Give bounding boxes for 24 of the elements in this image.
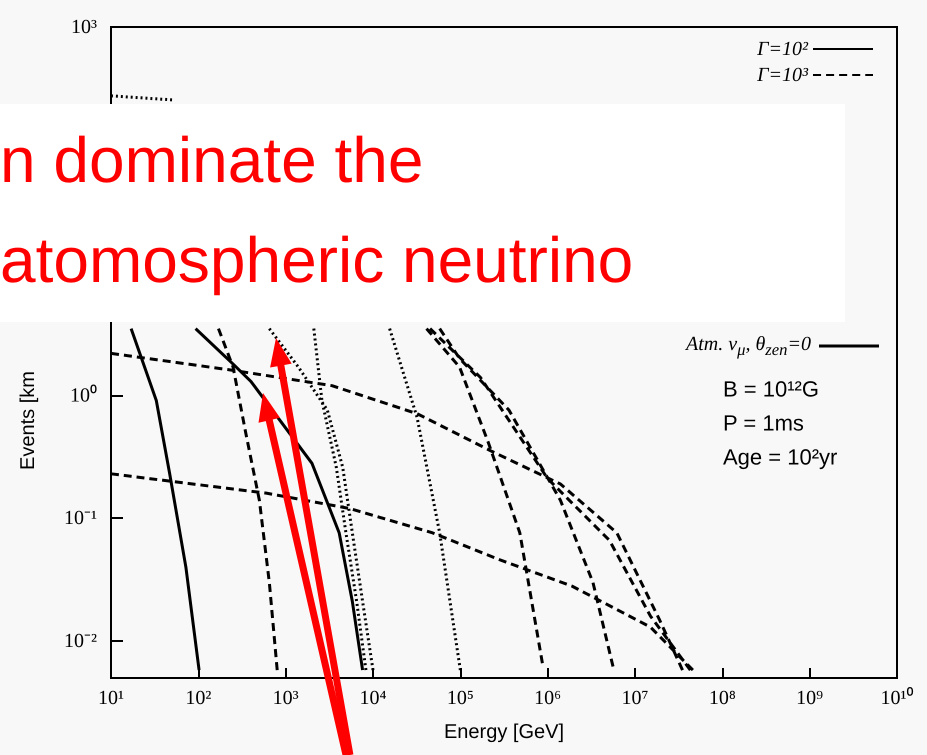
legend-label: Atm. ν$_{μ}$, θ$_{zen}$=0 bbox=[686, 332, 811, 360]
x-tick-label: 10⁸ bbox=[708, 687, 736, 709]
annotation: Age = 10²yr bbox=[723, 444, 838, 470]
annotation: P = 1ms bbox=[723, 410, 804, 436]
x-tick-label: 10⁶ bbox=[534, 687, 562, 709]
y-tick-label: 10³ bbox=[71, 16, 97, 38]
x-axis-title: Energy [GeV] bbox=[444, 721, 564, 743]
x-tick-label: 10⁵ bbox=[446, 687, 474, 709]
x-tick-label: 10² bbox=[185, 687, 212, 709]
y-axis-title: Events [km bbox=[17, 371, 39, 470]
y-tick-label: 10⁻¹ bbox=[64, 507, 97, 530]
y-tick-label: 10⁰ bbox=[70, 383, 97, 406]
annotation: atomospheric neutrino bbox=[0, 224, 634, 296]
x-tick-label: 10⁷ bbox=[622, 687, 649, 709]
legend-label: Γ=10² bbox=[756, 38, 809, 60]
x-tick-label: 10⁴ bbox=[360, 687, 387, 709]
annotation: B = 10¹²G bbox=[723, 376, 819, 402]
x-tick-label: 10¹ bbox=[98, 687, 124, 709]
x-tick-label: 10¹⁰ bbox=[880, 686, 914, 709]
legend-label: Γ=10³ bbox=[756, 64, 809, 86]
x-tick-label: 10³ bbox=[272, 687, 299, 709]
x-tick-label: 10⁹ bbox=[796, 687, 824, 709]
annotation: n dominate the bbox=[0, 124, 424, 196]
y-tick-label: 10⁻² bbox=[64, 630, 97, 652]
